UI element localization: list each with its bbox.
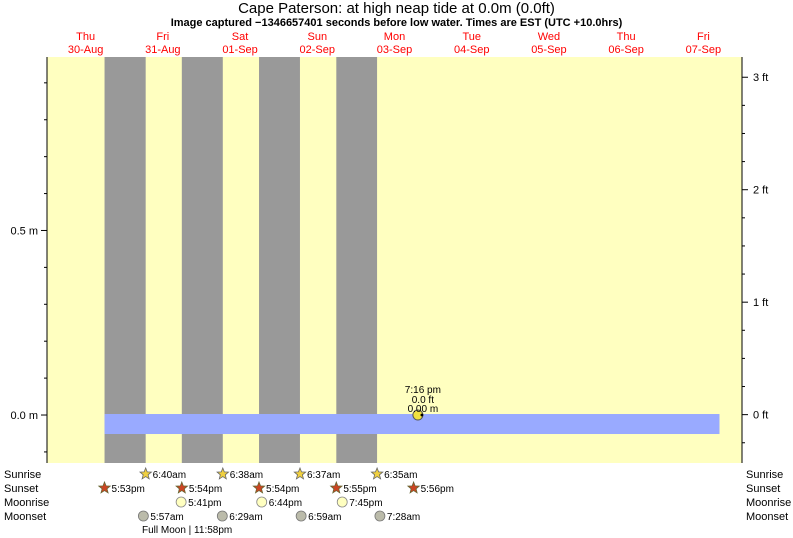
plot-background: [47, 57, 742, 463]
day-label-date: 30-Aug: [68, 44, 103, 56]
full-moon-note: Full Moon | 11:58pm: [142, 525, 232, 536]
left-axis-tick-label: 0.0 m: [10, 410, 38, 422]
moonrise-time: 7:45pm: [349, 498, 382, 509]
current-tide-dot: [420, 413, 424, 417]
sunset-icon: [406, 480, 421, 494]
row-label-left: Moonset: [4, 511, 46, 523]
sunset-icon: [329, 480, 344, 494]
sunset-time: 5:56pm: [421, 484, 454, 495]
moonset-time: 6:59am: [308, 512, 341, 523]
day-label-dow: Fri: [156, 31, 169, 43]
day-label-date: 06-Sep: [608, 44, 643, 56]
moonset-time: 5:57am: [150, 512, 183, 523]
night-band: [259, 57, 300, 463]
row-label-left: Sunrise: [4, 469, 41, 481]
row-label-left: Moonrise: [4, 497, 49, 509]
chart-subtitle: Image captured −1346657401 seconds befor…: [170, 17, 623, 29]
day-label-dow: Sun: [307, 31, 327, 43]
chart-title: Cape Paterson: at high neap tide at 0.0m…: [238, 0, 555, 17]
day-label-dow: Thu: [617, 31, 636, 43]
day-label-date: 31-Aug: [145, 44, 180, 56]
sunrise-icon: [370, 466, 384, 480]
moonrise-time: 6:44pm: [269, 498, 302, 509]
current-tide-ft: 0.0 ft: [412, 395, 434, 406]
moonset-icon: [374, 510, 386, 522]
moonrise-icon: [256, 496, 268, 508]
day-label-dow: Wed: [538, 31, 560, 43]
row-label-left: Sunset: [4, 483, 38, 495]
day-label-date: 01-Sep: [222, 44, 257, 56]
row-label-right: Moonset: [746, 511, 788, 523]
row-label-right: Moonrise: [746, 497, 791, 509]
day-label-date: 04-Sep: [454, 44, 489, 56]
day-label-dow: Sat: [232, 31, 249, 43]
day-label-dow: Fri: [697, 31, 710, 43]
sunrise-time: 6:40am: [153, 470, 186, 481]
night-band: [336, 57, 378, 463]
row-label-right: Sunset: [746, 483, 780, 495]
sunrise-time: 6:37am: [307, 470, 340, 481]
sunrise-icon: [138, 466, 153, 480]
right-axis-tick-label: 1 ft: [753, 297, 768, 309]
right-axis-tick-label: 2 ft: [753, 185, 768, 197]
day-label-dow: Thu: [76, 31, 95, 43]
right-axis-tick-label: 0 ft: [753, 410, 768, 422]
sunrise-icon: [293, 466, 307, 480]
sunset-time: 5:54pm: [189, 484, 222, 495]
moonrise-icon: [336, 496, 348, 508]
moonset-time: 7:28am: [387, 512, 420, 523]
sunrise-time: 6:38am: [230, 470, 263, 481]
sunset-time: 5:55pm: [343, 484, 376, 495]
sunset-icon: [97, 480, 112, 494]
right-axis-tick-label: 3 ft: [753, 72, 768, 84]
day-label-date: 05-Sep: [531, 44, 566, 56]
night-band: [181, 57, 223, 463]
moonrise-time: 5:41pm: [188, 498, 221, 509]
day-label-dow: Mon: [384, 31, 405, 43]
day-label-dow: Tue: [462, 31, 481, 43]
moonset-icon: [295, 510, 307, 522]
sunset-icon: [252, 480, 266, 494]
day-label-date: 02-Sep: [300, 44, 335, 56]
sunrise-time: 6:35am: [384, 470, 417, 481]
current-tide-m: 0.00 m: [408, 404, 439, 415]
day-label-date: 07-Sep: [686, 44, 721, 56]
sunset-time: 5:53pm: [112, 484, 145, 495]
moonrise-icon: [175, 496, 187, 508]
tide-level-band: [104, 414, 720, 435]
current-tide-time: 7:16 pm: [405, 385, 441, 396]
sunrise-icon: [216, 466, 230, 480]
sunset-icon: [175, 480, 189, 494]
row-label-right: Sunrise: [746, 469, 783, 481]
moonset-icon: [216, 510, 228, 522]
day-label-date: 03-Sep: [377, 44, 412, 56]
sunset-time: 5:54pm: [266, 484, 299, 495]
moonset-icon: [137, 510, 149, 522]
moonset-time: 6:29am: [229, 512, 262, 523]
left-axis-tick-label: 0.5 m: [10, 225, 38, 237]
night-band: [104, 57, 146, 463]
